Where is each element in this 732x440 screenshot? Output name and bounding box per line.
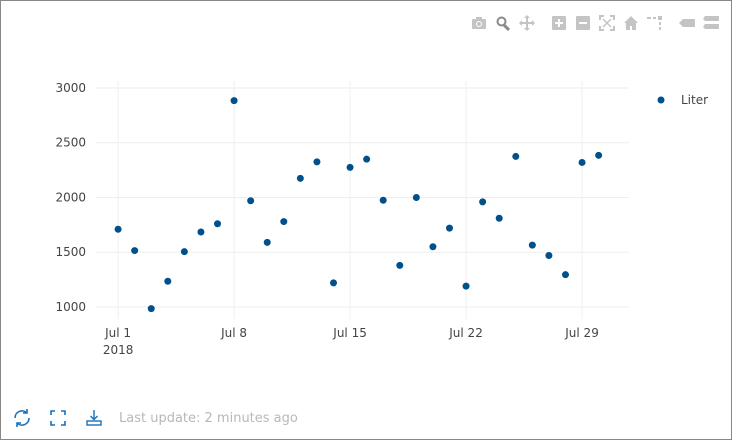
data-point bbox=[495, 214, 503, 222]
hover-closest-icon bbox=[679, 19, 695, 27]
zoom-out-button[interactable] bbox=[573, 13, 593, 33]
zoom-in-icon bbox=[552, 16, 566, 30]
x-tick-label: Jul 15 bbox=[332, 326, 367, 340]
data-point bbox=[595, 151, 603, 159]
data-point bbox=[545, 252, 553, 260]
data-point bbox=[131, 247, 139, 255]
data-point bbox=[429, 243, 437, 251]
data-point bbox=[578, 158, 586, 166]
data-point bbox=[313, 158, 321, 166]
x-tick-label: Jul 29 bbox=[564, 326, 599, 340]
hover-compare-icon bbox=[703, 16, 719, 29]
pan-button[interactable] bbox=[517, 13, 537, 33]
data-point bbox=[164, 277, 172, 285]
scatter-chart[interactable]: 1000 1500 2000 2500 3000 Jul 1 2018 Jul 8 Jul 15… bbox=[1, 1, 731, 401]
data-point bbox=[280, 218, 288, 226]
data-point bbox=[330, 279, 338, 287]
fullscreen-icon[interactable] bbox=[47, 407, 69, 429]
x-tick-label: Jul 22 bbox=[448, 326, 483, 340]
last-update-text: Last update: 2 minutes ago bbox=[119, 410, 298, 426]
data-point bbox=[363, 155, 371, 163]
y-tick-label: 1000 bbox=[55, 300, 86, 314]
data-point bbox=[197, 228, 205, 236]
data-point bbox=[561, 271, 569, 279]
data-point bbox=[379, 196, 387, 204]
y-tick-label: 2000 bbox=[55, 190, 86, 204]
autoscale-button[interactable] bbox=[597, 13, 617, 33]
download-icon[interactable] bbox=[83, 407, 105, 429]
x-tick-label: Jul 8 bbox=[220, 326, 247, 340]
footer: Last update: 2 minutes ago bbox=[11, 407, 298, 429]
legend-marker bbox=[657, 96, 665, 104]
refresh-icon[interactable] bbox=[11, 407, 33, 429]
data-point bbox=[147, 305, 155, 313]
data-point bbox=[396, 261, 404, 269]
y-tick-label: 1500 bbox=[55, 245, 86, 259]
data-point bbox=[114, 225, 122, 233]
data-point bbox=[230, 97, 238, 105]
zoom-out-icon bbox=[576, 16, 590, 30]
data-point bbox=[346, 163, 354, 171]
y-tick-label: 3000 bbox=[55, 81, 86, 95]
data-point bbox=[214, 220, 222, 228]
camera-button[interactable] bbox=[469, 13, 489, 33]
home-button[interactable] bbox=[621, 13, 641, 33]
x-tick-label: Jul 1 bbox=[104, 326, 131, 340]
autoscale-icon bbox=[599, 15, 615, 31]
legend-label: Liter bbox=[681, 93, 708, 107]
data-point bbox=[180, 248, 188, 256]
zoom-icon bbox=[496, 16, 511, 31]
data-point bbox=[512, 152, 520, 160]
zoom-in-button[interactable] bbox=[549, 13, 569, 33]
data-point bbox=[445, 224, 453, 232]
zoom-button[interactable] bbox=[493, 13, 513, 33]
data-point bbox=[247, 197, 255, 205]
modebar bbox=[469, 13, 721, 33]
hover-compare-button[interactable] bbox=[701, 13, 721, 33]
data-point bbox=[528, 241, 536, 249]
camera-icon bbox=[472, 17, 486, 29]
home-icon bbox=[624, 16, 638, 30]
spikelines-icon bbox=[647, 16, 662, 30]
x-tick-sublabel: 2018 bbox=[103, 343, 134, 357]
pan-icon bbox=[519, 15, 535, 31]
hover-closest-button[interactable] bbox=[677, 13, 697, 33]
data-point bbox=[296, 174, 304, 182]
data-point bbox=[263, 238, 271, 246]
data-point bbox=[412, 193, 420, 201]
spikelines-button[interactable] bbox=[645, 13, 665, 33]
data-point bbox=[462, 282, 470, 290]
data-point bbox=[479, 198, 487, 206]
y-tick-label: 2500 bbox=[55, 136, 86, 150]
